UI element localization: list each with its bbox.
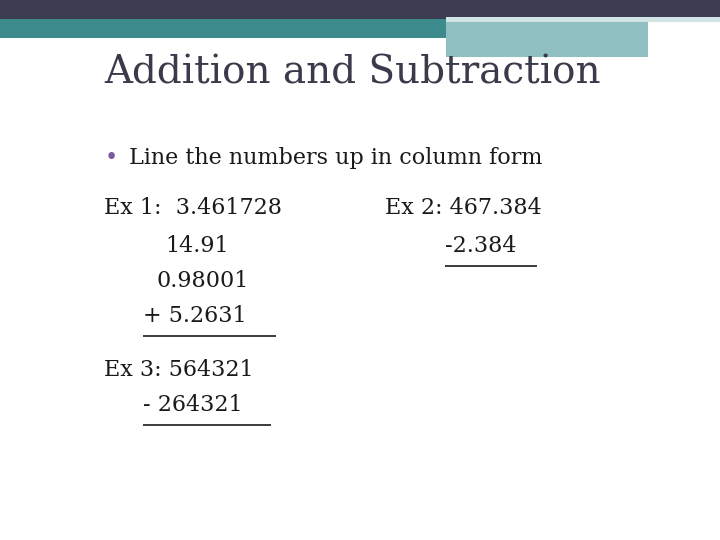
Text: - 264321: - 264321 (143, 394, 242, 416)
Bar (446, 19, 648, 57)
Text: + 5.2631: + 5.2631 (143, 305, 246, 327)
Bar (446, 17, 720, 22)
Text: 14.91: 14.91 (166, 235, 229, 257)
Text: Ex 3: 564321: Ex 3: 564321 (104, 359, 254, 381)
Text: Ex 1:  3.461728: Ex 1: 3.461728 (104, 197, 282, 219)
Text: •: • (104, 147, 117, 169)
Text: -2.384: -2.384 (445, 235, 516, 257)
Text: Line the numbers up in column form: Line the numbers up in column form (122, 147, 543, 169)
Text: Addition and Subtraction: Addition and Subtraction (104, 54, 601, 91)
Text: 0.98001: 0.98001 (157, 270, 249, 292)
Bar (0, 19, 446, 38)
Bar (0, 0, 720, 19)
Text: Ex 2: 467.384: Ex 2: 467.384 (385, 197, 542, 219)
